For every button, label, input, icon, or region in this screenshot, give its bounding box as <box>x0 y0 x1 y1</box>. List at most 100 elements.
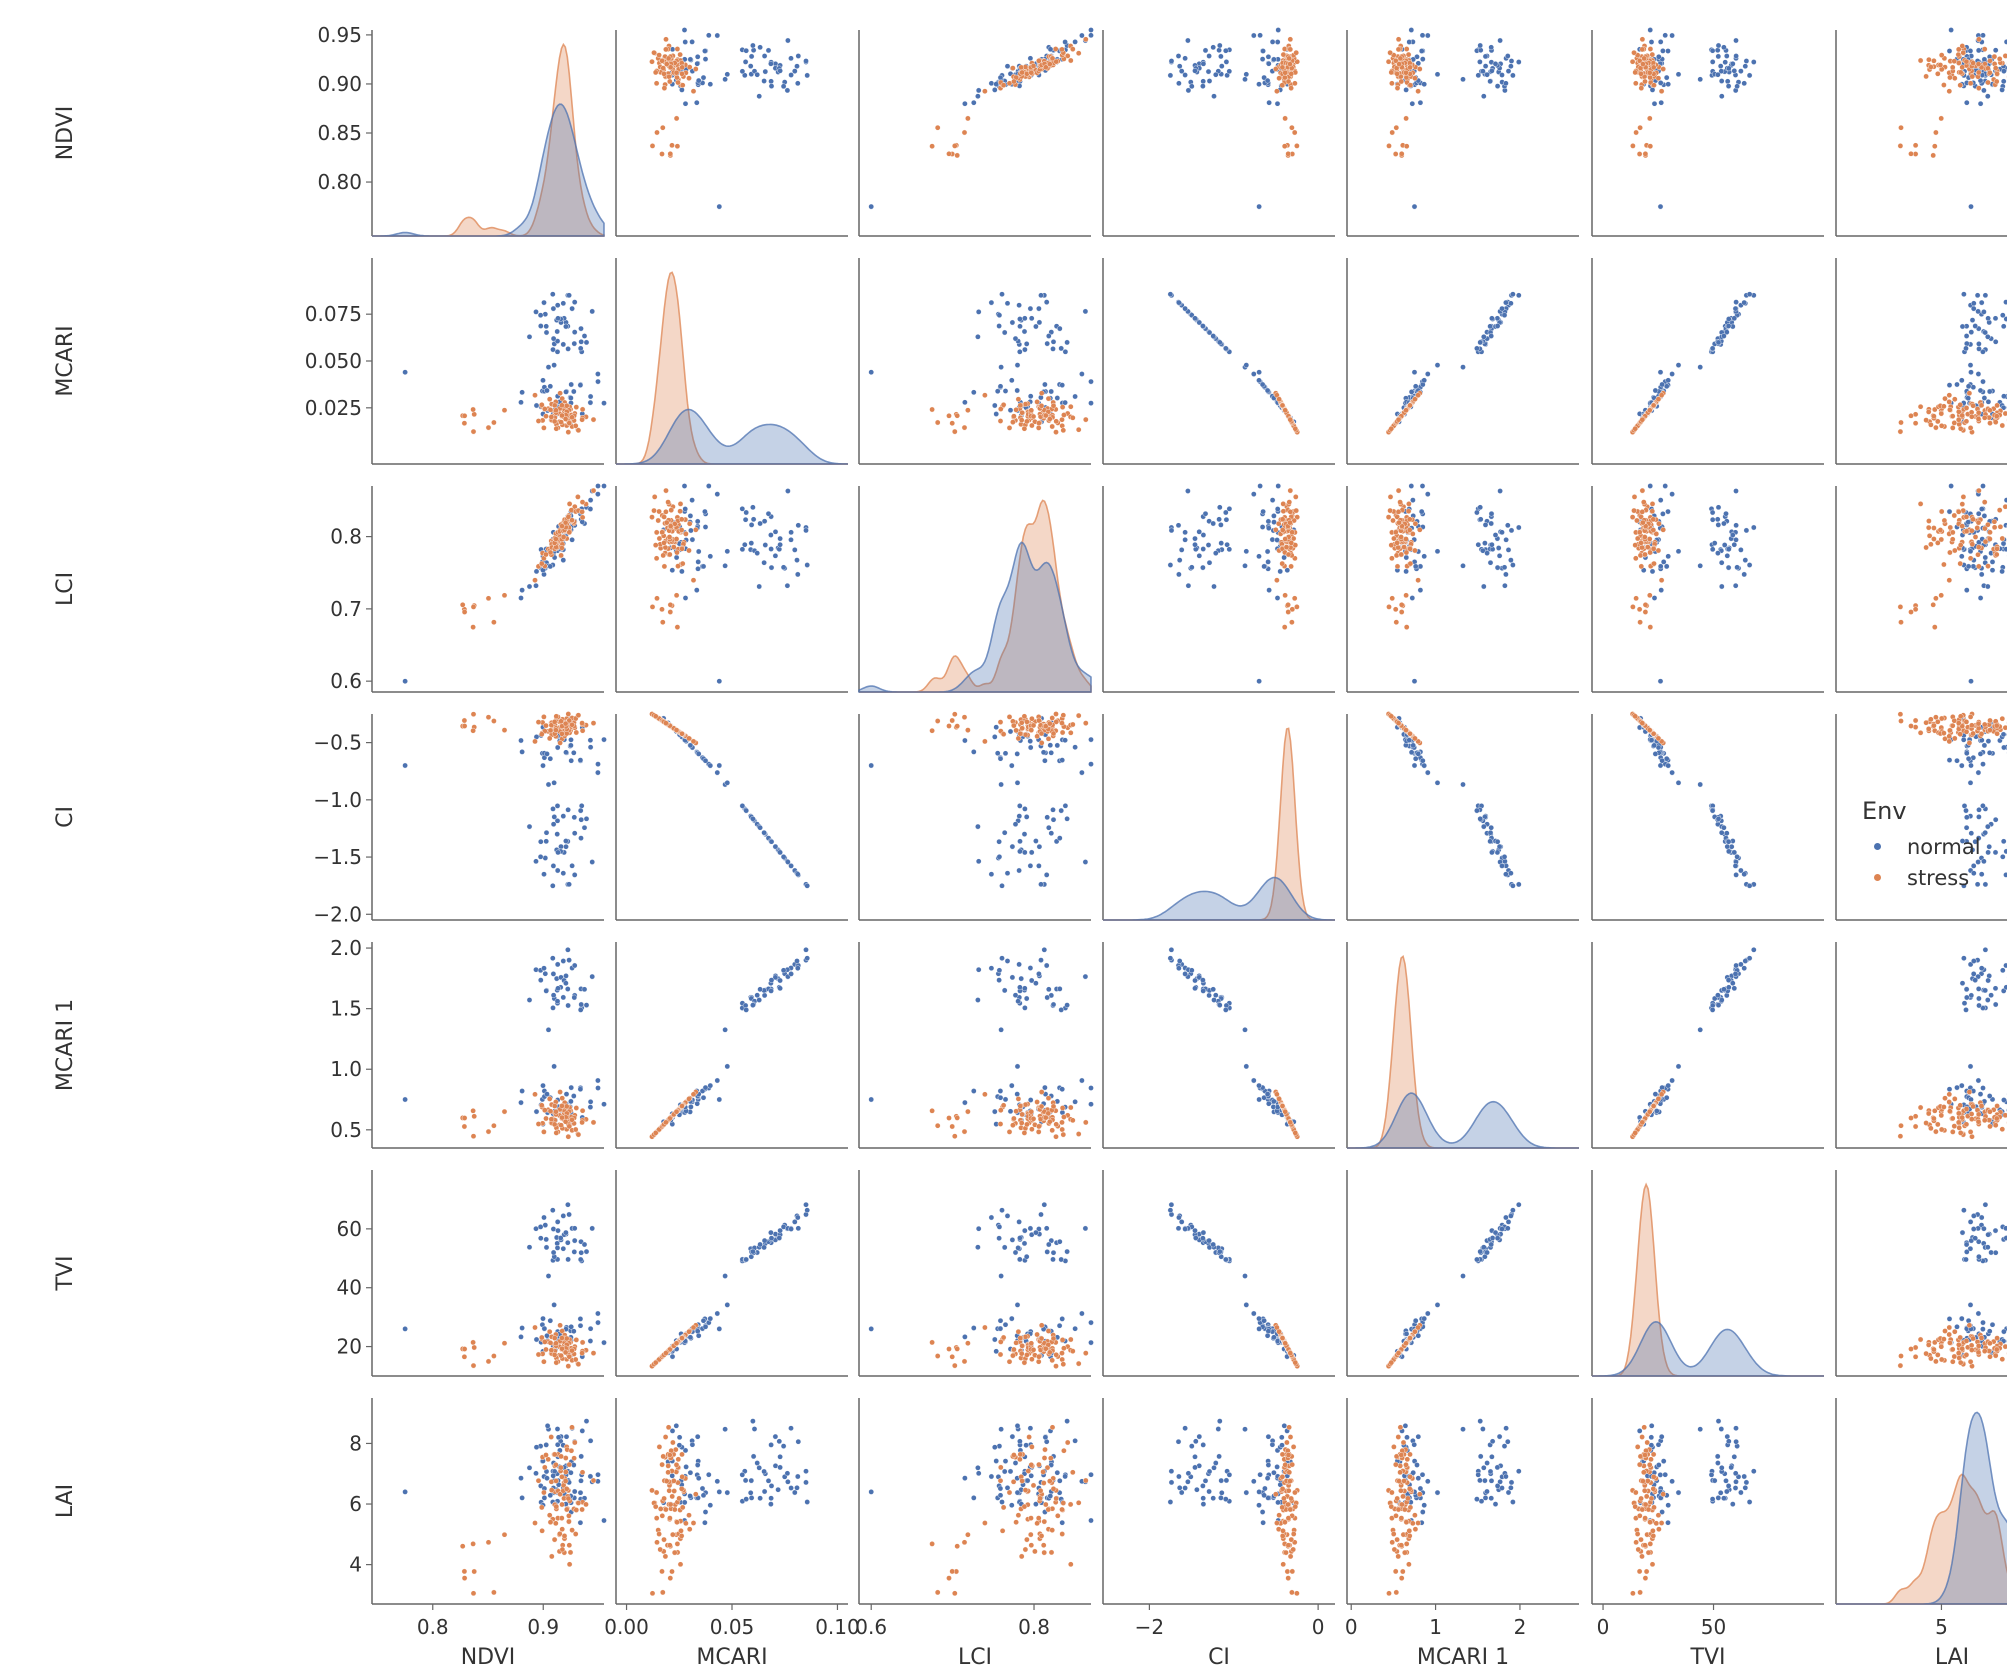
point-stress <box>1923 73 1929 80</box>
point-normal <box>971 99 977 106</box>
point-normal <box>544 751 550 757</box>
point-stress <box>1281 624 1288 630</box>
point-stress <box>547 1108 554 1114</box>
point-stress <box>1638 563 1645 570</box>
point-stress <box>1394 71 1400 77</box>
panel-ci-vs-ci <box>1102 714 1335 921</box>
point-stress <box>1963 405 1970 411</box>
point-normal <box>1088 400 1094 406</box>
point-normal <box>780 967 787 974</box>
point-stress <box>1405 51 1412 58</box>
panel-mcari-vs-lai <box>1835 258 2007 465</box>
point-normal <box>1982 554 1989 561</box>
point-normal <box>578 816 585 823</box>
y-tick-label: −1.5 <box>313 845 362 869</box>
point-normal <box>1992 338 1999 345</box>
point-normal <box>1185 488 1191 494</box>
point-stress <box>559 731 565 737</box>
point-stress <box>1926 533 1933 539</box>
point-stress <box>1018 719 1025 726</box>
point-normal <box>1731 68 1738 74</box>
point-normal <box>1411 762 1418 769</box>
panel-lci-vs-lci <box>858 486 1092 693</box>
point-stress <box>1017 402 1024 409</box>
point-stress <box>677 501 684 507</box>
point-stress <box>1897 143 1904 149</box>
point-normal <box>761 829 767 836</box>
point-normal <box>1985 398 1992 405</box>
point-normal <box>1072 39 1078 45</box>
point-stress <box>1941 403 1947 410</box>
point-stress <box>997 1121 1004 1127</box>
y-tick-label: 0.8 <box>330 525 362 549</box>
point-stress <box>1083 720 1089 726</box>
y-tick-label: 0.050 <box>305 349 362 373</box>
point-normal <box>1721 520 1727 527</box>
point-normal <box>780 564 787 571</box>
point-normal <box>1012 992 1019 999</box>
point-stress <box>535 719 542 725</box>
point-normal <box>975 333 981 340</box>
point-stress <box>1403 536 1409 542</box>
point-normal <box>1492 61 1499 67</box>
point-normal <box>1022 849 1028 856</box>
point-normal <box>1014 387 1021 394</box>
point-normal <box>1016 961 1022 968</box>
point-normal <box>1726 546 1732 553</box>
point-stress <box>1638 540 1644 546</box>
point-normal <box>568 757 575 764</box>
point-normal <box>1206 78 1213 84</box>
point-normal <box>518 737 524 744</box>
point-normal <box>1167 291 1174 298</box>
point-normal <box>1662 32 1668 39</box>
point-normal <box>1985 333 1991 340</box>
point-normal <box>784 582 791 589</box>
point-normal <box>748 53 755 60</box>
point-stress <box>663 508 669 515</box>
point-stress <box>1952 547 1958 554</box>
point-normal <box>2000 540 2007 547</box>
point-stress <box>1070 414 1076 421</box>
point-normal <box>803 527 809 534</box>
point-normal <box>998 781 1004 788</box>
point-normal <box>1733 522 1739 529</box>
point-stress <box>1967 425 1974 431</box>
point-normal <box>587 497 594 503</box>
point-normal <box>571 872 578 878</box>
point-stress <box>470 428 477 435</box>
point-normal <box>550 346 556 353</box>
point-stress <box>1049 1127 1055 1134</box>
point-normal <box>679 87 685 93</box>
point-normal <box>1978 299 1985 306</box>
point-stress <box>1640 519 1646 526</box>
point-stress <box>652 542 659 548</box>
point-normal <box>1975 510 1982 517</box>
point-normal <box>1487 838 1493 845</box>
point-normal <box>1715 71 1721 78</box>
point-stress <box>1059 729 1066 736</box>
point-stress <box>686 735 692 742</box>
point-stress <box>965 407 971 414</box>
point-normal <box>1481 823 1487 830</box>
point-stress <box>1897 428 1904 435</box>
point-normal <box>1961 291 1967 298</box>
point-normal <box>1494 323 1501 329</box>
point-normal <box>688 527 694 534</box>
point-stress <box>543 722 549 729</box>
point-normal <box>971 1088 977 1094</box>
point-normal <box>1733 872 1739 878</box>
point-normal <box>1251 371 1257 377</box>
point-normal <box>563 843 569 850</box>
point-normal <box>595 1085 601 1091</box>
point-normal <box>681 27 688 33</box>
point-normal <box>1409 595 1416 601</box>
point-stress <box>1947 524 1954 531</box>
point-stress <box>660 552 667 559</box>
point-stress <box>1273 66 1279 72</box>
point-stress <box>1923 417 1929 423</box>
point-normal <box>1046 824 1052 831</box>
point-stress <box>1931 413 1937 420</box>
point-normal <box>595 1077 601 1084</box>
point-stress <box>1981 721 1988 728</box>
point-stress <box>965 115 971 122</box>
